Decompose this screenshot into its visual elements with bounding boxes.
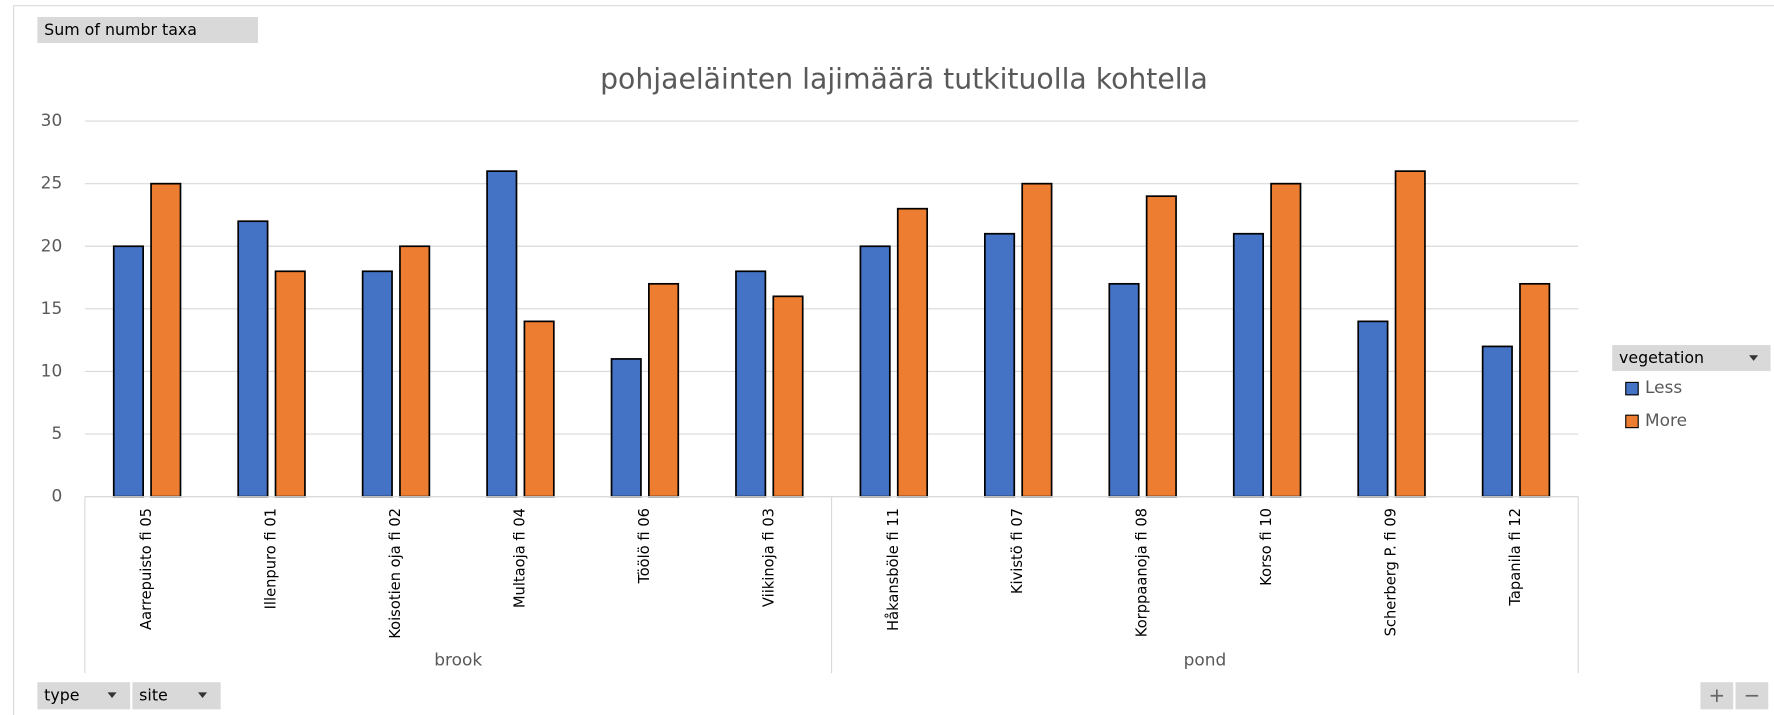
y-tick-label: 5 xyxy=(51,423,62,443)
bar xyxy=(735,270,767,498)
chart-title: pohjaeläinten lajimäärä tutkituolla koht… xyxy=(600,62,1208,95)
x-tick-label: Viikinoja fi 03 xyxy=(760,508,777,607)
x-tick-label: Korso fi 10 xyxy=(1258,508,1275,586)
x-tick-label: Håkansböle fi 11 xyxy=(885,508,902,631)
x-tick-label: Töölö fi 06 xyxy=(636,508,653,584)
legend-swatch xyxy=(1625,414,1639,429)
y-tick-label: 10 xyxy=(41,360,63,380)
bar xyxy=(1519,282,1551,498)
x-tick-label: Multaoja fi 04 xyxy=(511,508,528,608)
bar xyxy=(274,270,306,498)
legend-field-label: vegetation xyxy=(1619,348,1704,367)
bar xyxy=(399,245,431,498)
x-tick-label: Koisotien oja fi 02 xyxy=(387,508,404,639)
group-label: brook xyxy=(434,650,482,670)
bar xyxy=(984,232,1016,498)
x-tick-label: Illenpuro fi 01 xyxy=(263,508,280,609)
bar xyxy=(1357,320,1389,498)
x-tick-label: Korppaanoja fi 08 xyxy=(1134,508,1151,637)
bar xyxy=(150,182,182,498)
y-tick-label: 0 xyxy=(51,486,62,506)
legend-label: More xyxy=(1645,410,1687,430)
bar xyxy=(112,245,144,498)
dropdown-arrow xyxy=(1749,355,1759,361)
group-label: pond xyxy=(1184,650,1227,670)
bar xyxy=(1108,282,1140,498)
bar xyxy=(1232,232,1265,498)
x-tick-label: Tapanila fi 12 xyxy=(1507,508,1524,607)
bar xyxy=(1394,170,1426,498)
y-tick-label: 15 xyxy=(41,298,63,318)
values-field-button[interactable] xyxy=(37,16,258,43)
x-tick-label: Aarrepuisto fi 05 xyxy=(138,508,155,630)
axis-field-button[interactable] xyxy=(132,682,221,710)
bar xyxy=(1270,182,1302,498)
bar xyxy=(361,270,393,498)
bar xyxy=(1021,182,1053,498)
dropdown-arrow xyxy=(107,692,117,699)
legend-field-button[interactable] xyxy=(1612,345,1771,372)
y-tick-label: 20 xyxy=(41,235,63,255)
x-tick-label: Kivistö fi 07 xyxy=(1009,508,1026,594)
chart-frame xyxy=(13,5,1774,715)
legend-swatch xyxy=(1625,381,1639,396)
axis-field-label: site xyxy=(139,685,168,704)
bar xyxy=(486,170,518,498)
bar xyxy=(1481,345,1513,498)
y-tick-label: 30 xyxy=(41,110,63,130)
axis-field-button[interactable] xyxy=(37,682,131,710)
x-tick-label: Scherberg P. fi 09 xyxy=(1383,508,1400,636)
bar xyxy=(772,295,804,498)
bar xyxy=(896,207,929,498)
bar xyxy=(610,358,642,498)
bar xyxy=(523,320,555,498)
y-tick-label: 25 xyxy=(41,173,63,193)
bar xyxy=(1145,195,1177,498)
bar xyxy=(648,282,680,498)
legend-label: Less xyxy=(1645,377,1682,397)
plus-icon xyxy=(1710,689,1724,702)
axis-field-label: type xyxy=(44,685,79,704)
bar xyxy=(859,245,891,498)
dropdown-arrow xyxy=(198,692,208,699)
values-field-label: Sum of numbr taxa xyxy=(44,20,197,39)
bar xyxy=(237,220,269,498)
